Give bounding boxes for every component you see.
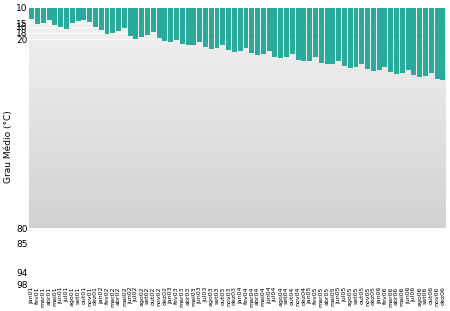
Bar bbox=[394, 8, 399, 74]
Bar bbox=[388, 8, 393, 72]
Bar bbox=[261, 8, 266, 54]
Bar bbox=[215, 8, 220, 48]
Bar bbox=[122, 8, 127, 28]
Bar bbox=[191, 8, 196, 45]
Bar bbox=[197, 8, 202, 42]
Bar bbox=[360, 8, 364, 64]
Bar bbox=[220, 8, 225, 45]
Bar bbox=[81, 8, 86, 20]
Bar bbox=[365, 8, 370, 69]
Bar bbox=[35, 8, 40, 24]
Bar bbox=[417, 8, 422, 77]
Bar bbox=[249, 8, 254, 53]
Bar bbox=[168, 8, 173, 42]
Bar bbox=[128, 8, 133, 36]
Bar bbox=[354, 8, 359, 67]
Bar bbox=[174, 8, 179, 40]
Bar bbox=[134, 8, 139, 39]
Bar bbox=[342, 8, 347, 66]
Bar bbox=[307, 8, 312, 61]
Bar bbox=[405, 8, 410, 70]
Bar bbox=[290, 8, 295, 54]
Bar bbox=[319, 8, 324, 63]
Bar bbox=[99, 8, 104, 30]
Bar bbox=[302, 8, 306, 61]
Bar bbox=[58, 8, 63, 27]
Bar bbox=[93, 8, 98, 26]
Bar bbox=[371, 8, 376, 71]
Bar bbox=[411, 8, 416, 75]
Bar bbox=[382, 8, 387, 67]
Bar bbox=[267, 8, 272, 51]
Bar bbox=[243, 8, 248, 48]
Bar bbox=[41, 8, 46, 23]
Bar bbox=[29, 8, 34, 19]
Bar bbox=[104, 8, 109, 35]
Y-axis label: Grau Médio (°C): Grau Médio (°C) bbox=[4, 110, 13, 183]
Bar bbox=[313, 8, 318, 58]
Bar bbox=[151, 8, 156, 32]
Bar bbox=[441, 8, 446, 80]
Bar bbox=[157, 8, 162, 38]
Bar bbox=[70, 8, 75, 23]
Bar bbox=[278, 8, 283, 58]
Bar bbox=[226, 8, 231, 50]
Bar bbox=[336, 8, 341, 61]
Bar bbox=[429, 8, 434, 73]
Bar bbox=[140, 8, 144, 37]
Bar bbox=[377, 8, 382, 70]
Bar bbox=[110, 8, 115, 33]
Bar bbox=[324, 8, 329, 64]
Bar bbox=[238, 8, 243, 51]
Bar bbox=[296, 8, 301, 60]
Bar bbox=[116, 8, 121, 31]
Bar bbox=[53, 8, 57, 25]
Bar bbox=[145, 8, 150, 35]
Bar bbox=[162, 8, 167, 41]
Bar bbox=[284, 8, 289, 58]
Bar bbox=[87, 8, 92, 22]
Bar bbox=[435, 8, 440, 79]
Bar bbox=[64, 8, 69, 29]
Bar bbox=[185, 8, 190, 45]
Bar bbox=[232, 8, 237, 52]
Bar bbox=[255, 8, 260, 55]
Bar bbox=[400, 8, 405, 73]
Bar bbox=[76, 8, 81, 21]
Bar bbox=[180, 8, 185, 44]
Bar bbox=[330, 8, 335, 64]
Bar bbox=[423, 8, 428, 77]
Bar bbox=[47, 8, 52, 20]
Bar bbox=[209, 8, 214, 49]
Bar bbox=[272, 8, 277, 57]
Bar bbox=[348, 8, 353, 67]
Bar bbox=[203, 8, 208, 47]
